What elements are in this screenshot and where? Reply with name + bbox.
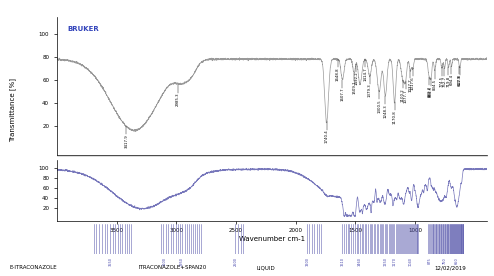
- Text: 1248.3: 1248.3: [383, 104, 387, 118]
- Text: 752.7: 752.7: [443, 76, 447, 87]
- Text: 1017.6: 1017.6: [411, 76, 415, 90]
- Text: 1607.7: 1607.7: [340, 88, 344, 101]
- Text: 1170: 1170: [393, 257, 397, 266]
- Text: 864.5: 864.5: [429, 86, 433, 97]
- Text: LIQUID: LIQUID: [257, 265, 276, 270]
- Text: 1740.4: 1740.4: [325, 130, 329, 144]
- Text: 774.5: 774.5: [440, 76, 444, 87]
- Text: 1100.2: 1100.2: [401, 88, 405, 102]
- Text: 627.8: 627.8: [457, 74, 461, 85]
- Text: 1040: 1040: [408, 257, 412, 266]
- Text: 875: 875: [428, 257, 432, 264]
- Text: 2950: 2950: [180, 257, 184, 266]
- Text: 1492.2: 1492.2: [354, 72, 358, 85]
- Text: 1300.5: 1300.5: [377, 99, 381, 113]
- Text: 719.8: 719.8: [447, 75, 451, 87]
- Text: 2985.3: 2985.3: [176, 93, 180, 106]
- Text: 834.5: 834.5: [433, 78, 437, 90]
- Text: 1610: 1610: [340, 257, 344, 266]
- Text: E-ITRACONAZOLE: E-ITRACONAZOLE: [10, 265, 57, 270]
- Text: 750: 750: [443, 257, 447, 264]
- Text: 3550: 3550: [109, 257, 113, 266]
- Text: 694.4: 694.4: [450, 74, 453, 85]
- Text: 650: 650: [455, 257, 459, 264]
- Text: ITRACONAZOLE+SPAN20: ITRACONAZOLE+SPAN20: [138, 265, 206, 270]
- X-axis label: Wavenumber cm-1: Wavenumber cm-1: [239, 236, 305, 242]
- Text: 1077.7: 1077.7: [404, 89, 408, 103]
- Text: 1900: 1900: [305, 257, 310, 266]
- Text: 1414.7: 1414.7: [364, 67, 368, 81]
- Text: 12/02/2019: 12/02/2019: [435, 265, 466, 270]
- Text: 1250: 1250: [383, 257, 387, 266]
- Text: 880.2: 880.2: [427, 85, 431, 97]
- Text: 2500: 2500: [234, 257, 238, 266]
- Text: 1460: 1460: [358, 257, 362, 266]
- Text: 3100: 3100: [162, 257, 166, 266]
- Text: BRUKER: BRUKER: [68, 26, 99, 32]
- Text: 621.9: 621.9: [458, 75, 462, 86]
- Text: 1037.7: 1037.7: [409, 78, 412, 92]
- Text: 3417.9: 3417.9: [124, 134, 128, 148]
- Text: 1648.8: 1648.8: [335, 67, 339, 81]
- Text: 1509.1: 1509.1: [352, 81, 356, 94]
- Text: 1170.8: 1170.8: [393, 110, 397, 124]
- Text: Transmittance [%]: Transmittance [%]: [9, 78, 16, 142]
- Text: 1379.3: 1379.3: [368, 84, 371, 97]
